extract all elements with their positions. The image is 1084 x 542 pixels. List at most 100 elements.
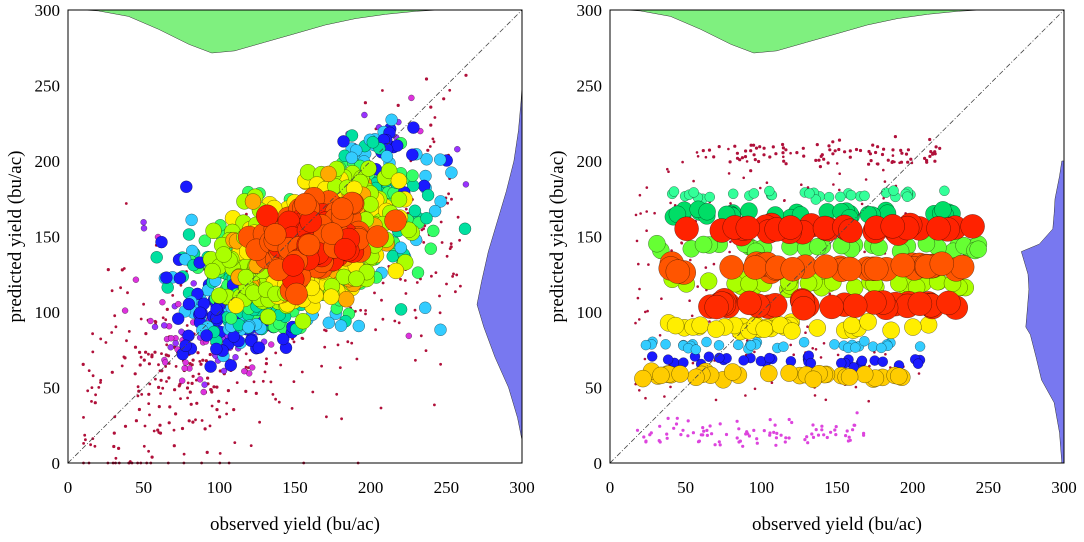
scatter-point [928, 154, 932, 158]
scatter-point [752, 143, 756, 147]
scatter-point [413, 308, 417, 312]
scatter-point [448, 88, 452, 92]
scatter-point [787, 417, 791, 422]
scatter-point [707, 148, 712, 152]
scatter-point [867, 162, 871, 166]
scatter-point [712, 155, 716, 159]
scatter-point [696, 285, 699, 288]
scatter-point [844, 434, 848, 438]
scatter-point [133, 345, 138, 349]
scatter-point [355, 357, 359, 361]
scatter-point [277, 400, 281, 404]
scatter-point [241, 367, 248, 375]
scatter-point [703, 351, 715, 362]
scatter-point [110, 331, 114, 334]
scatter-point [399, 277, 402, 281]
scatter-point [803, 438, 807, 442]
scatter-point [904, 318, 922, 336]
scatter-point [390, 172, 408, 189]
scatter-point [87, 369, 91, 372]
scatter-point [233, 441, 237, 444]
scatter-point [178, 377, 186, 384]
scatter-point [204, 360, 217, 373]
scatter-point [455, 273, 459, 277]
scatter-point [415, 281, 419, 284]
scatter-point [147, 317, 154, 325]
scatter-point [929, 150, 933, 154]
scatter-point [838, 172, 841, 175]
scatter-point [906, 160, 910, 164]
scatter-point [99, 378, 103, 382]
scatter-point [224, 312, 238, 325]
scatter-point [880, 214, 905, 239]
scatter-point [718, 443, 722, 447]
scatter-point [804, 370, 823, 389]
scatter-point [665, 436, 669, 440]
scatter-point [778, 341, 789, 352]
scatter-point [868, 152, 873, 156]
scatter-point [704, 266, 708, 269]
scatter-point [334, 319, 348, 332]
right-ytick: 100 [577, 303, 603, 322]
scatter-point [205, 222, 222, 240]
scatter-point [675, 416, 679, 420]
scatter-point [217, 399, 221, 403]
scatter-point [925, 160, 929, 164]
scatter-point [789, 343, 792, 347]
scatter-point [381, 89, 384, 92]
scatter-point [705, 433, 710, 437]
scatter-point [186, 396, 190, 400]
scatter-point [350, 341, 354, 345]
scatter-point [688, 187, 699, 198]
scatter-point [157, 363, 160, 367]
scatter-point [200, 419, 204, 422]
scatter-point [138, 350, 142, 354]
scatter-point [196, 376, 204, 383]
scatter-point [172, 339, 179, 347]
scatter-point [201, 381, 208, 388]
scatter-point [874, 150, 878, 155]
scatter-point [84, 438, 87, 442]
scatter-point [99, 337, 103, 341]
scatter-point [150, 355, 154, 359]
scatter-point [112, 431, 116, 435]
scatter-point [403, 279, 407, 282]
scatter-point [265, 357, 268, 361]
scatter-point [157, 385, 161, 389]
scatter-point [704, 155, 708, 159]
scatter-point [320, 165, 337, 183]
scatter-point [191, 358, 195, 362]
scatter-point [182, 297, 196, 311]
scatter-point [179, 283, 183, 287]
scatter-point [362, 196, 379, 213]
scatter-point [124, 202, 128, 205]
scatter-point [352, 319, 366, 333]
scatter-point [333, 238, 357, 261]
scatter-point [768, 418, 772, 422]
scatter-point [462, 181, 470, 188]
scatter-point [710, 432, 714, 436]
scatter-point [692, 179, 695, 183]
scatter-point [208, 352, 212, 357]
scatter-point [380, 298, 383, 302]
scatter-point [740, 156, 745, 160]
scatter-point [422, 241, 426, 244]
scatter-point [826, 161, 830, 165]
scatter-point [882, 168, 885, 172]
scatter-point [248, 359, 252, 362]
scatter-point [322, 288, 340, 305]
scatter-point [110, 289, 114, 293]
scatter-point [142, 302, 146, 306]
scatter-point [225, 412, 229, 416]
scatter-point [142, 358, 146, 362]
scatter-point [99, 381, 102, 384]
scatter-point [210, 390, 214, 394]
scatter-point [690, 344, 702, 355]
scatter-point [680, 241, 684, 245]
scatter-point [698, 202, 716, 221]
right-scatter-points [634, 135, 988, 448]
scatter-point [850, 342, 861, 353]
scatter-point [668, 186, 680, 197]
scatter-point [267, 341, 275, 348]
scatter-point [203, 427, 207, 431]
